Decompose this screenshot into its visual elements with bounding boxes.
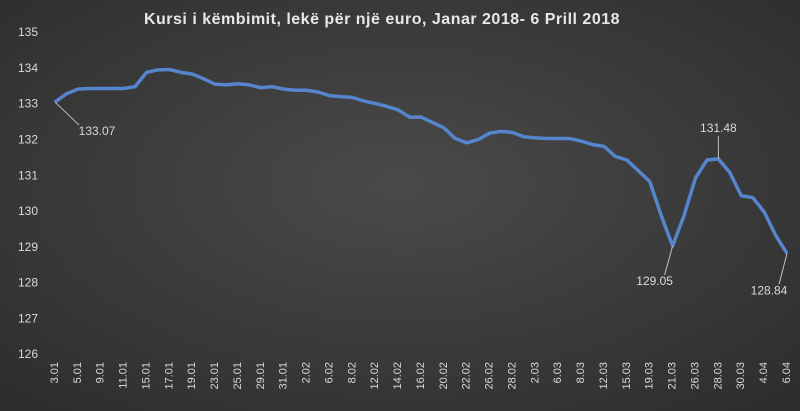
x-tick-label: 19.03 <box>644 362 656 390</box>
x-tick-label: 14.02 <box>392 362 404 390</box>
x-tick-label: 15.01 <box>140 362 152 390</box>
chart-title: Kursi i këmbimit, lekë për një euro, Jan… <box>144 11 620 28</box>
y-tick-label: 135 <box>18 25 38 39</box>
x-tick-label: 4.04 <box>758 362 770 383</box>
x-tick-label: 16.02 <box>415 362 427 390</box>
x-tick-label: 12.02 <box>369 362 381 390</box>
x-tick-label: 8.03 <box>575 362 587 383</box>
y-tick-label: 131 <box>18 168 38 182</box>
x-tick-label: 22.02 <box>461 362 473 390</box>
x-tick-label: 3.01 <box>49 362 61 383</box>
y-tick-label: 129 <box>18 240 38 254</box>
data-label: 131.48 <box>700 121 737 135</box>
data-label: 133.07 <box>79 124 116 138</box>
x-tick-label: 6.03 <box>552 362 564 383</box>
y-tick-label: 130 <box>18 204 38 218</box>
y-tick-label: 134 <box>18 61 38 75</box>
x-tick-label: 6.02 <box>323 362 335 383</box>
y-tick-label: 126 <box>18 347 38 361</box>
y-tick-label: 133 <box>18 97 38 111</box>
x-tick-label: 25.01 <box>232 362 244 390</box>
data-label: 128.84 <box>751 284 788 298</box>
x-tick-label: 17.01 <box>163 362 175 390</box>
x-tick-label: 12.03 <box>598 362 610 390</box>
leader-line <box>54 101 80 126</box>
x-tick-label: 8.02 <box>346 362 358 383</box>
x-tick-label: 2.03 <box>529 362 541 383</box>
y-tick-label: 132 <box>18 133 38 147</box>
line <box>53 67 789 255</box>
x-tick-label: 2.02 <box>301 362 313 383</box>
x-tick-label: 11.01 <box>118 362 130 389</box>
x-tick-label: 29.01 <box>255 362 267 390</box>
x-tick-label: 9.01 <box>95 362 107 383</box>
x-tick-label: 6.04 <box>781 362 793 383</box>
y-tick-label: 127 <box>18 311 38 325</box>
x-tick-label: 19.01 <box>186 362 198 390</box>
x-tick-label: 5.01 <box>72 362 84 383</box>
x-tick-label: 30.03 <box>735 362 747 390</box>
x-tick-label: 28.03 <box>712 362 724 390</box>
x-tick-label: 26.03 <box>689 362 701 390</box>
x-tick-label: 20.02 <box>438 362 450 390</box>
leader-line <box>664 245 674 276</box>
y-tick-label: 128 <box>18 276 38 290</box>
x-tick-label: 31.01 <box>278 362 290 390</box>
x-tick-label: 26.02 <box>484 362 496 390</box>
leader-line <box>778 253 788 285</box>
x-tick-label: 15.03 <box>621 362 633 390</box>
x-tick-label: 23.01 <box>209 362 221 390</box>
x-tick-label: 28.02 <box>506 362 518 390</box>
x-tick-label: 21.03 <box>667 362 679 390</box>
data-label: 129.05 <box>636 274 673 288</box>
